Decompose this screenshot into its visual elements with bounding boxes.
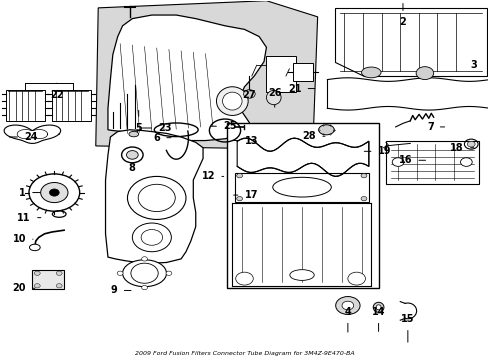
Circle shape — [49, 189, 59, 196]
Text: 10: 10 — [13, 234, 26, 244]
Ellipse shape — [375, 305, 380, 310]
Text: 2: 2 — [399, 17, 406, 27]
Circle shape — [142, 285, 147, 290]
Bar — [32, 270, 64, 289]
Bar — [385, 140, 478, 184]
Bar — [227, 123, 378, 288]
Ellipse shape — [318, 125, 333, 135]
Ellipse shape — [289, 270, 314, 280]
Ellipse shape — [372, 302, 383, 312]
Text: 15: 15 — [400, 314, 414, 324]
Ellipse shape — [361, 67, 380, 78]
Text: 3: 3 — [469, 60, 476, 70]
Circle shape — [360, 174, 366, 178]
Ellipse shape — [216, 87, 247, 116]
Text: 27: 27 — [242, 90, 256, 100]
Circle shape — [341, 301, 353, 310]
Text: 28: 28 — [302, 131, 316, 141]
Circle shape — [335, 297, 359, 315]
Text: 23: 23 — [158, 123, 171, 133]
Circle shape — [34, 284, 40, 288]
Polygon shape — [96, 1, 317, 149]
Ellipse shape — [29, 244, 40, 251]
Circle shape — [165, 271, 171, 275]
Text: 20: 20 — [13, 283, 26, 293]
Circle shape — [126, 150, 138, 159]
Polygon shape — [108, 15, 266, 140]
Circle shape — [236, 174, 242, 178]
Circle shape — [460, 158, 471, 166]
Text: 8: 8 — [128, 163, 135, 173]
Circle shape — [415, 67, 433, 80]
Text: 19: 19 — [377, 146, 390, 156]
Text: 4: 4 — [344, 307, 350, 317]
Circle shape — [467, 141, 474, 147]
Text: 6: 6 — [153, 133, 160, 143]
Circle shape — [243, 90, 255, 98]
Text: 9: 9 — [111, 285, 118, 296]
Bar — [5, 90, 44, 121]
Text: 1: 1 — [19, 188, 26, 198]
Ellipse shape — [222, 92, 242, 110]
Text: 18: 18 — [449, 143, 463, 153]
Text: 7: 7 — [426, 122, 433, 132]
Text: 24: 24 — [24, 132, 38, 142]
Text: 16: 16 — [398, 155, 411, 165]
Text: 21: 21 — [287, 84, 301, 94]
Text: 5: 5 — [135, 123, 142, 132]
Text: 12: 12 — [202, 171, 215, 181]
Text: 25: 25 — [223, 121, 236, 131]
Ellipse shape — [266, 90, 281, 105]
Circle shape — [236, 197, 242, 201]
Text: 17: 17 — [244, 190, 258, 200]
Bar — [234, 173, 368, 202]
Circle shape — [142, 257, 147, 261]
Bar — [293, 63, 312, 81]
Polygon shape — [105, 130, 203, 263]
Circle shape — [117, 271, 123, 275]
Text: 26: 26 — [267, 88, 281, 98]
Text: 22: 22 — [50, 90, 63, 100]
Text: 13: 13 — [244, 136, 258, 145]
Circle shape — [360, 197, 366, 201]
Ellipse shape — [129, 131, 139, 137]
Circle shape — [56, 284, 62, 288]
Polygon shape — [334, 8, 487, 76]
Text: 14: 14 — [371, 307, 385, 317]
Bar — [52, 90, 91, 121]
Bar — [266, 56, 295, 92]
Circle shape — [34, 271, 40, 275]
Circle shape — [391, 158, 403, 166]
Text: 2009 Ford Fusion Filters Connector Tube Diagram for 3M4Z-9E470-BA: 2009 Ford Fusion Filters Connector Tube … — [134, 351, 354, 356]
Circle shape — [56, 271, 62, 275]
Ellipse shape — [122, 260, 166, 287]
Text: 11: 11 — [18, 213, 31, 222]
Circle shape — [347, 272, 365, 285]
Circle shape — [235, 272, 253, 285]
Circle shape — [41, 183, 68, 203]
